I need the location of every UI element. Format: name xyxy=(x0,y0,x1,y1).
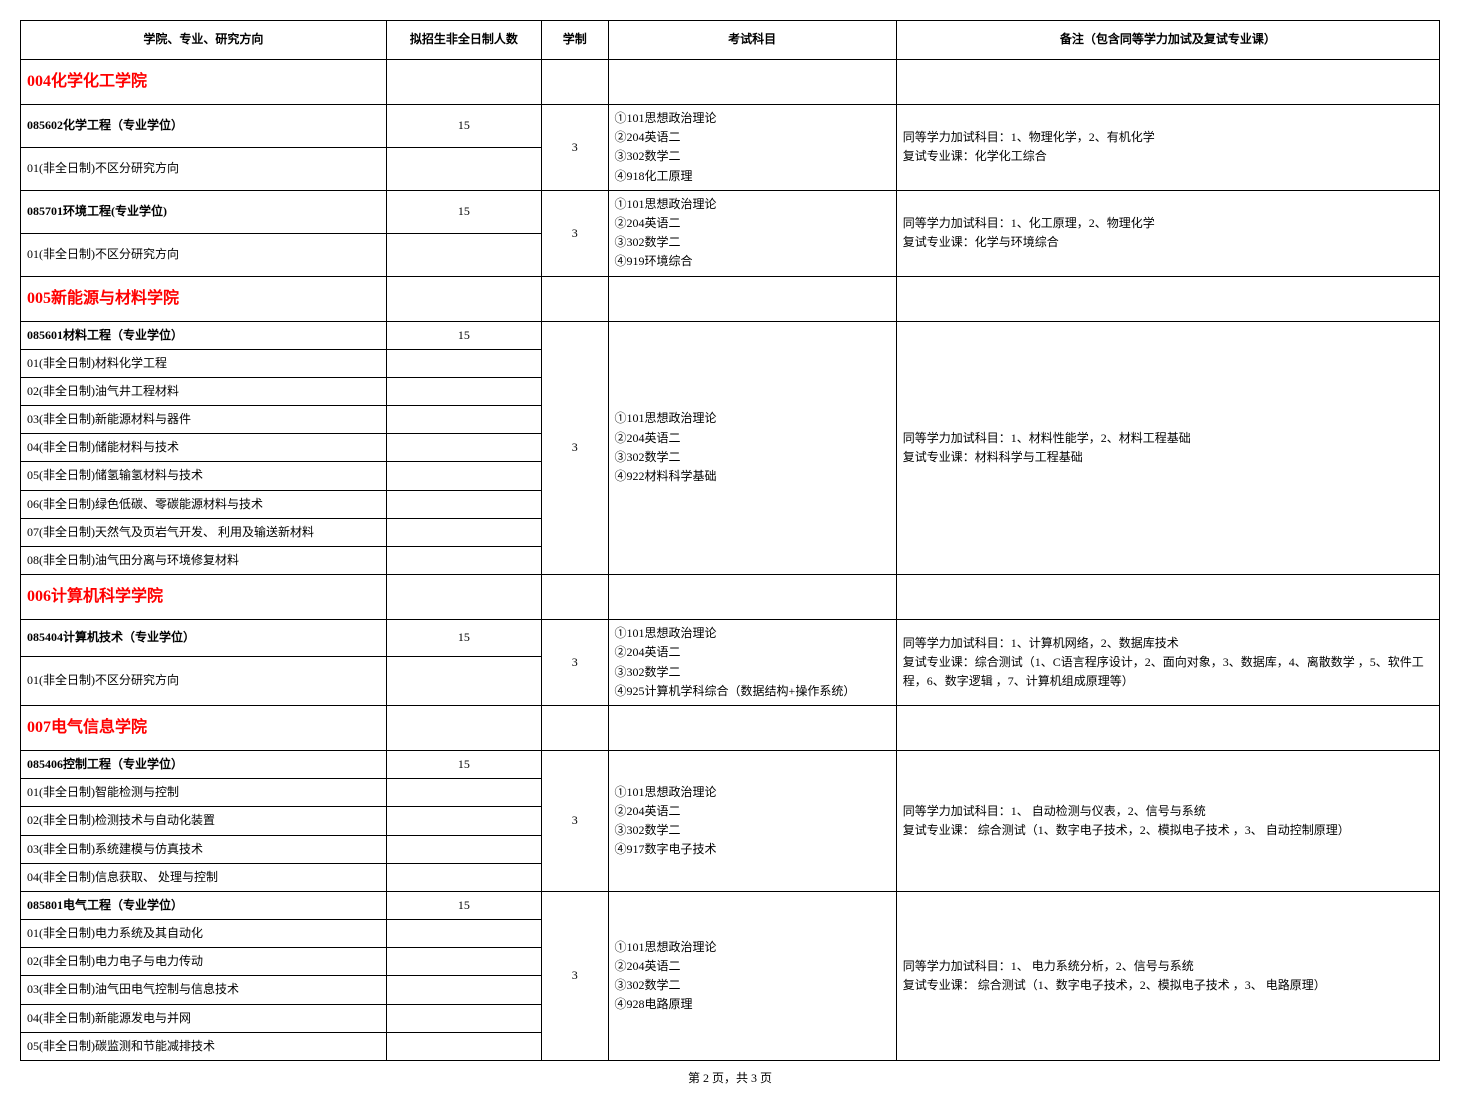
exam-085602: ①101思想政治理论 ②204英语二 ③302数学二 ④918化工原理 xyxy=(608,105,896,191)
dir-085404-1: 01(非全日制)不区分研究方向 xyxy=(21,656,387,705)
dept-005: 005新能源与材料学院 xyxy=(21,276,387,321)
h-c3: 学制 xyxy=(542,21,609,60)
page-footer: 第 2 页，共 3 页 xyxy=(20,1069,1440,1086)
dir-085601-2: 02(非全日制)油气井工程材料 xyxy=(21,377,387,405)
dept-006: 006计算机科学学院 xyxy=(21,575,387,620)
h-c2: 拟招生非全日制人数 xyxy=(386,21,541,60)
dur-085601: 3 xyxy=(542,321,609,575)
dir-085701-1: 01(非全日制)不区分研究方向 xyxy=(21,233,387,276)
note-085601: 同等学力加试科目：1、材料性能学，2、材料工程基础 复试专业课：材料科学与工程基… xyxy=(896,321,1439,575)
dir-085601-3: 03(非全日制)新能源材料与器件 xyxy=(21,406,387,434)
note-085801: 同等学力加试科目：1、 电力系统分析，2、信号与系统 复试专业课： 综合测试（1… xyxy=(896,891,1439,1060)
note-085404: 同等学力加试科目：1、计算机网络，2、数据库技术 复试专业课：综合测试（1、C语… xyxy=(896,620,1439,706)
dir-085406-1: 01(非全日制)智能检测与控制 xyxy=(21,779,387,807)
num-085801: 15 xyxy=(386,891,541,919)
dir-085801-5: 05(非全日制)碳监测和节能减排技术 xyxy=(21,1032,387,1060)
num-085602: 15 xyxy=(386,105,541,148)
exam-085701: ①101思想政治理论 ②204英语二 ③302数学二 ④919环境综合 xyxy=(608,190,896,276)
note-085701: 同等学力加试科目：1、化工原理，2、物理化学 复试专业课：化学与环境综合 xyxy=(896,190,1439,276)
dir-085801-4: 04(非全日制)新能源发电与并网 xyxy=(21,1004,387,1032)
h-c4: 考试科目 xyxy=(608,21,896,60)
major-085602: 085602化学工程（专业学位） xyxy=(21,105,387,148)
dur-085801: 3 xyxy=(542,891,609,1060)
dir-085601-7: 07(非全日制)天然气及页岩气开发、 利用及输送新材料 xyxy=(21,518,387,546)
major-085801: 085801电气工程（专业学位） xyxy=(21,891,387,919)
dir-085601-1: 01(非全日制)材料化学工程 xyxy=(21,349,387,377)
h-c1: 学院、专业、研究方向 xyxy=(21,21,387,60)
dir-085801-1: 01(非全日制)电力系统及其自动化 xyxy=(21,920,387,948)
dur-085404: 3 xyxy=(542,620,609,706)
dir-085406-3: 03(非全日制)系统建模与仿真技术 xyxy=(21,835,387,863)
dur-085406: 3 xyxy=(542,750,609,891)
catalog-table: 学院、专业、研究方向 拟招生非全日制人数 学制 考试科目 备注（包含同等学力加试… xyxy=(20,20,1440,1061)
dir-085601-8: 08(非全日制)油气田分离与环境修复材料 xyxy=(21,547,387,575)
note-085602: 同等学力加试科目：1、物理化学，2、有机化学 复试专业课：化学化工综合 xyxy=(896,105,1439,191)
dir-085601-5: 05(非全日制)储氢输氢材料与技术 xyxy=(21,462,387,490)
dir-085406-4: 04(非全日制)信息获取、 处理与控制 xyxy=(21,863,387,891)
num-085406: 15 xyxy=(386,750,541,778)
dir-085801-3: 03(非全日制)油气田电气控制与信息技术 xyxy=(21,976,387,1004)
exam-085406: ①101思想政治理论 ②204英语二 ③302数学二 ④917数字电子技术 xyxy=(608,750,896,891)
dir-085406-2: 02(非全日制)检测技术与自动化装置 xyxy=(21,807,387,835)
num-085601: 15 xyxy=(386,321,541,349)
h-c5: 备注（包含同等学力加试及复试专业课） xyxy=(896,21,1439,60)
exam-085404: ①101思想政治理论 ②204英语二 ③302数学二 ④925计算机学科综合（数… xyxy=(608,620,896,706)
dur-085701: 3 xyxy=(542,190,609,276)
dir-085801-2: 02(非全日制)电力电子与电力传动 xyxy=(21,948,387,976)
page-container: 学院、专业、研究方向 拟招生非全日制人数 学制 考试科目 备注（包含同等学力加试… xyxy=(20,20,1440,1086)
header-row: 学院、专业、研究方向 拟招生非全日制人数 学制 考试科目 备注（包含同等学力加试… xyxy=(21,21,1440,60)
dir-085601-6: 06(非全日制)绿色低碳、零碳能源材料与技术 xyxy=(21,490,387,518)
dir-085602-1: 01(非全日制)不区分研究方向 xyxy=(21,147,387,190)
num-085404: 15 xyxy=(386,620,541,657)
dir-085601-4: 04(非全日制)储能材料与技术 xyxy=(21,434,387,462)
exam-085801: ①101思想政治理论 ②204英语二 ③302数学二 ④928电路原理 xyxy=(608,891,896,1060)
note-085406: 同等学力加试科目：1、 自动检测与仪表，2、信号与系统 复试专业课： 综合测试（… xyxy=(896,750,1439,891)
dept-007: 007电气信息学院 xyxy=(21,705,387,750)
exam-085601: ①101思想政治理论 ②204英语二 ③302数学二 ④922材料科学基础 xyxy=(608,321,896,575)
major-085404: 085404计算机技术（专业学位） xyxy=(21,620,387,657)
major-085406: 085406控制工程（专业学位） xyxy=(21,750,387,778)
dur-085602: 3 xyxy=(542,105,609,191)
major-085701: 085701环境工程(专业学位) xyxy=(21,190,387,233)
major-085601: 085601材料工程（专业学位） xyxy=(21,321,387,349)
num-085701: 15 xyxy=(386,190,541,233)
dept-004: 004化学化工学院 xyxy=(21,60,387,105)
